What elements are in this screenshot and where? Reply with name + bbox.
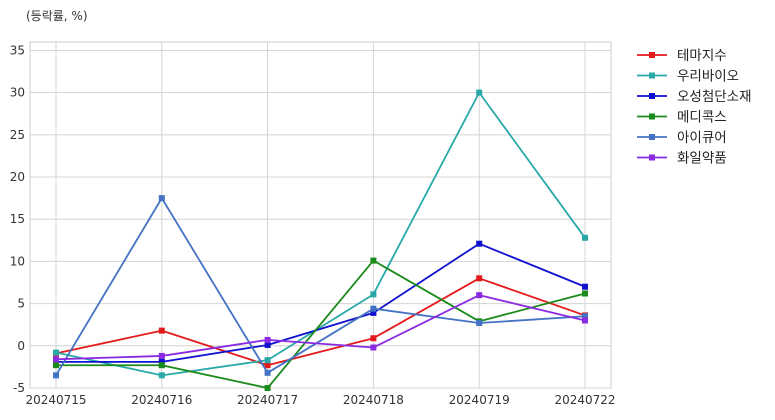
data-point <box>53 356 59 363</box>
y-tick-label: 0 <box>17 339 25 353</box>
legend-swatch-marker <box>649 72 655 79</box>
x-tick-label: 20240715 <box>25 393 86 407</box>
series-line <box>55 197 586 376</box>
data-point <box>582 234 588 241</box>
y-tick-label: 15 <box>10 212 25 226</box>
plot-area: -5 0 5 10 15 20 25 30 35 20240715 20240716 20240717… <box>10 41 616 407</box>
y-tick-label: 10 <box>10 254 25 268</box>
data-point <box>158 195 165 202</box>
y-tick-label: 35 <box>10 43 25 57</box>
legend-swatch-marker <box>649 93 655 99</box>
data-point <box>264 357 271 364</box>
data-point <box>158 327 165 334</box>
y-tick-label: 30 <box>10 86 25 100</box>
series-line <box>55 91 586 377</box>
data-point <box>264 336 271 343</box>
data-point <box>582 290 588 297</box>
data-point <box>158 358 165 365</box>
x-tick-label: 20240717 <box>237 393 298 407</box>
legend-swatch-marker <box>649 52 655 58</box>
legend-swatch-marker <box>649 134 655 140</box>
data-point <box>476 89 483 96</box>
data-point <box>370 344 377 351</box>
x-tick-label: 20240718 <box>343 393 404 407</box>
data-point <box>264 341 271 348</box>
data-point <box>476 240 483 247</box>
unit-label: (등락률, %) <box>26 9 88 23</box>
data-point <box>370 335 377 342</box>
data-point <box>264 385 271 391</box>
legend-label: 아이큐어 <box>677 130 727 146</box>
y-tick-label: 25 <box>10 128 25 142</box>
legend-label: 화일약품 <box>677 151 727 167</box>
data-point <box>476 320 483 327</box>
data-point <box>582 283 588 290</box>
x-tick-label: 20240719 <box>449 393 510 407</box>
data-point <box>264 362 271 369</box>
y-tick-label: 20 <box>10 170 25 184</box>
data-point <box>370 257 377 264</box>
data-point <box>582 317 588 324</box>
y-tick-label: 5 <box>17 297 25 311</box>
data-point <box>264 369 271 376</box>
series-line <box>55 294 586 361</box>
legend-label: 우리바이오 <box>677 69 739 85</box>
data-point <box>370 305 377 312</box>
series-line <box>55 277 586 367</box>
y-tick-label: -5 <box>13 381 25 395</box>
data-point <box>53 372 59 379</box>
data-point <box>158 352 165 359</box>
legend-label: 메디콕스 <box>677 110 727 126</box>
data-point <box>476 275 483 282</box>
legend-swatch-marker <box>649 113 655 120</box>
data-point <box>476 292 483 299</box>
x-tick-label: 20240722 <box>554 393 615 407</box>
legend-swatch-marker <box>649 154 655 161</box>
plot-frame <box>29 41 612 389</box>
series-line <box>56 259 586 389</box>
x-tick-label: 20240716 <box>131 393 192 407</box>
data-point <box>158 362 165 369</box>
data-point <box>370 291 377 298</box>
legend-label: 오성첨단소재 <box>677 89 752 105</box>
data-point <box>582 313 588 320</box>
series-line <box>56 242 586 363</box>
data-point <box>53 349 59 356</box>
data-point <box>370 309 377 316</box>
data-point <box>53 362 59 369</box>
legend-label: 테마지수 <box>677 48 727 64</box>
data-point <box>158 372 165 379</box>
